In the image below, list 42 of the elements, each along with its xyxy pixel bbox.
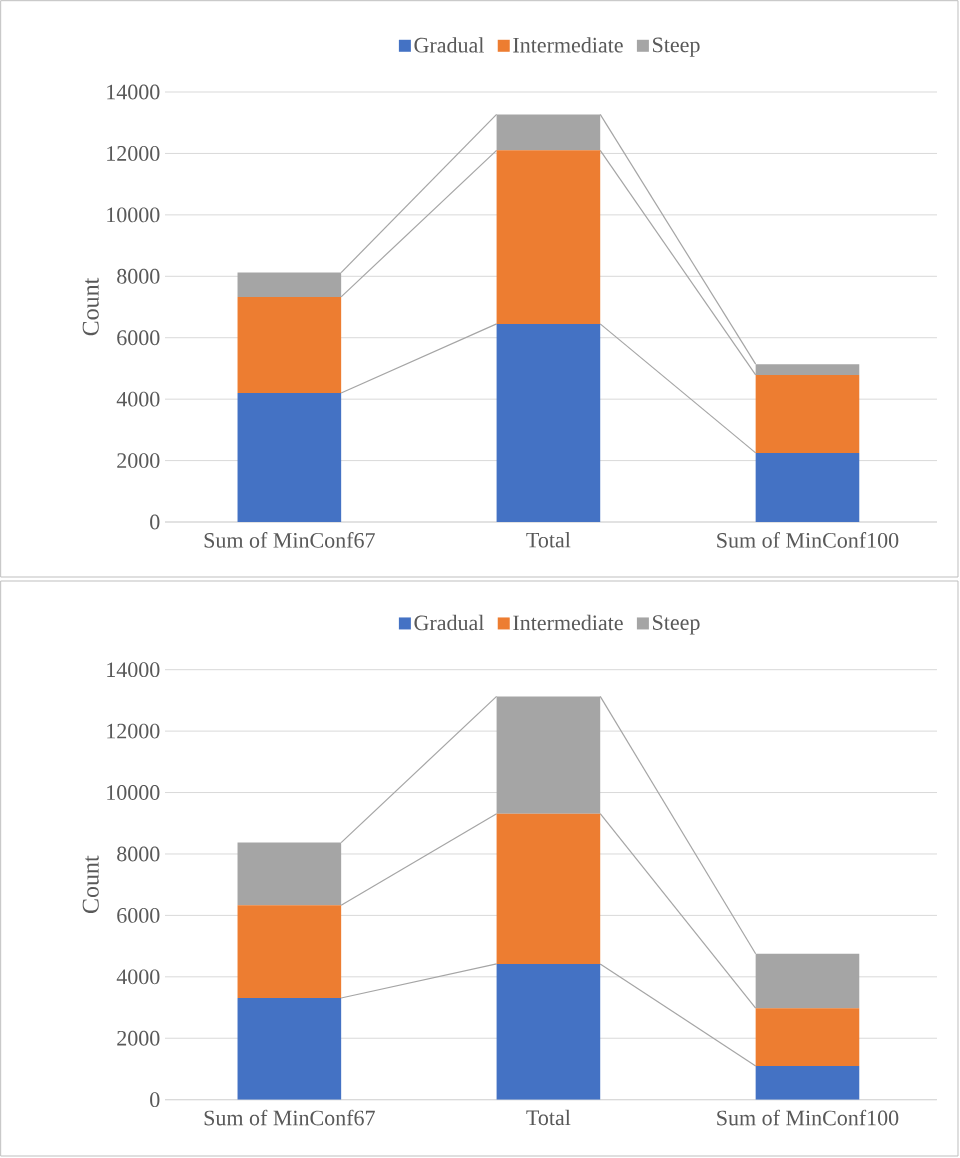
x-tick-label: Sum of MinConf67 bbox=[204, 1109, 375, 1126]
legend-label: Intermediate bbox=[513, 614, 623, 631]
y-tick-label: 4000 bbox=[116, 969, 160, 985]
y-axis-title: Count bbox=[82, 277, 99, 336]
y-tick-label: 0 bbox=[150, 514, 160, 530]
y-tick-label: 10000 bbox=[107, 207, 160, 223]
x-tick-label: Sum of MinConf100 bbox=[717, 532, 899, 548]
y-tick-label: 0 bbox=[150, 1092, 160, 1108]
y-tick-label: 2000 bbox=[117, 453, 160, 468]
legend-label: Intermediate bbox=[513, 37, 623, 53]
y-tick-label: 14000 bbox=[107, 84, 160, 100]
x-tick-label: Sum of MinConf100 bbox=[717, 1109, 899, 1126]
bar bbox=[755, 374, 860, 453]
bar bbox=[237, 905, 342, 999]
y-tick-label: 10000 bbox=[107, 785, 160, 800]
y-tick-label: 6000 bbox=[117, 330, 160, 346]
bar bbox=[237, 296, 342, 394]
x-tick-label: Sum of MinConf67 bbox=[204, 532, 375, 548]
bar bbox=[755, 1008, 860, 1066]
bar bbox=[496, 323, 601, 523]
legend-label: Steep bbox=[653, 37, 700, 57]
bar bbox=[755, 1065, 860, 1100]
y-tick-label: 4000 bbox=[116, 391, 160, 407]
y-tick-label: 12000 bbox=[107, 146, 160, 161]
bar bbox=[237, 998, 342, 1100]
bar bbox=[496, 150, 601, 324]
legend-label: Gradual bbox=[414, 37, 484, 53]
x-tick-label: Total bbox=[526, 1109, 571, 1126]
bar bbox=[496, 813, 601, 964]
y-tick-label: 2000 bbox=[117, 1030, 160, 1046]
y-tick-label: 8000 bbox=[117, 268, 160, 284]
y-tick-label: 12000 bbox=[107, 723, 160, 739]
y-tick-label: 14000 bbox=[107, 662, 160, 678]
bar bbox=[237, 393, 342, 523]
bar bbox=[755, 452, 860, 523]
bar bbox=[496, 963, 601, 1100]
legend-label: Steep bbox=[653, 615, 700, 635]
y-axis-title: Count bbox=[82, 855, 99, 914]
y-tick-label: 6000 bbox=[117, 907, 160, 923]
x-tick-label: Total bbox=[526, 532, 571, 548]
y-tick-label: 8000 bbox=[117, 846, 160, 862]
legend-label: Gradual bbox=[414, 614, 484, 631]
